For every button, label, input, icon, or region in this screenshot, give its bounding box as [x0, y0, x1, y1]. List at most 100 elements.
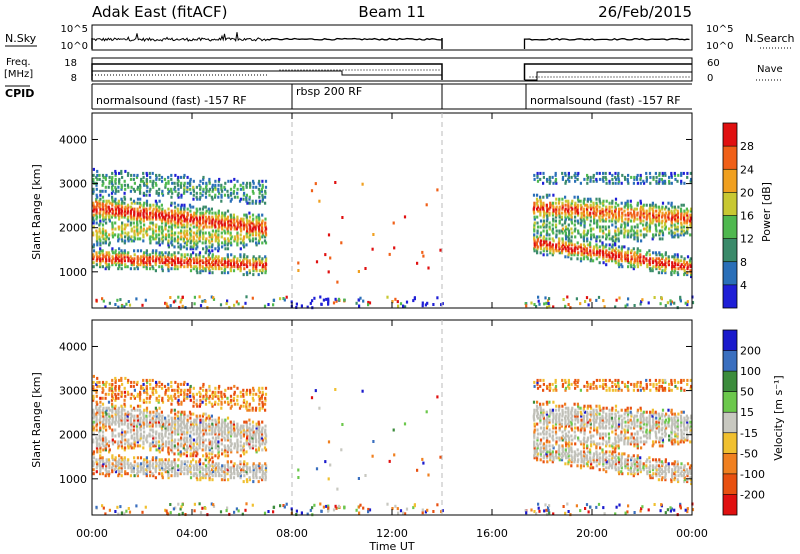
- power-cell: [655, 219, 658, 223]
- velocity-cell: [189, 434, 192, 438]
- power-cell-low: [618, 296, 621, 300]
- velocity-cell: [140, 384, 143, 388]
- velocity-cell: [264, 438, 267, 442]
- power-cell: [614, 181, 617, 185]
- velocity-cell: [245, 402, 248, 406]
- velocity-cell: [120, 418, 123, 422]
- power-cell-low: [412, 299, 415, 303]
- power-cell-low: [337, 297, 341, 301]
- power-cell: [658, 211, 661, 215]
- power-cell: [657, 271, 660, 275]
- velocity-cell: [223, 474, 227, 478]
- velocity-cell: [257, 440, 261, 444]
- power-cell: [195, 231, 198, 235]
- power-cell: [161, 261, 164, 265]
- power-cell-low: [615, 298, 618, 302]
- velocity-cell: [99, 468, 102, 472]
- power-cell: [580, 207, 583, 211]
- power-cell: [586, 231, 589, 235]
- power-cell: [236, 259, 239, 263]
- velocity-cell: [142, 436, 145, 440]
- power-cell: [98, 205, 101, 209]
- power-cell: [198, 219, 201, 223]
- power-cell: [608, 211, 611, 215]
- power-cell: [151, 183, 154, 187]
- power-cell: [558, 199, 561, 203]
- velocity-cell: [192, 386, 195, 390]
- power-cell: [167, 211, 170, 215]
- velocity-cell: [142, 468, 145, 472]
- power-cell: [186, 175, 189, 179]
- velocity-cell: [161, 446, 164, 450]
- power-cell: [136, 229, 139, 233]
- velocity-cell: [167, 418, 170, 422]
- power-cell: [617, 181, 620, 185]
- power-cell: [620, 181, 623, 185]
- power-cell: [132, 263, 135, 267]
- power-cell: [536, 245, 539, 249]
- power-cell: [101, 233, 105, 237]
- power-cell: [95, 239, 99, 243]
- power-cell: [102, 205, 105, 209]
- power-cell: [567, 211, 570, 215]
- velocity-cell: [235, 468, 239, 472]
- power-cell: [217, 241, 220, 245]
- velocity-cell: [220, 474, 223, 478]
- power-cell: [657, 215, 661, 219]
- power-cell: [682, 171, 685, 175]
- velocity-cell: [211, 430, 214, 434]
- power-cell: [255, 261, 258, 265]
- power-cell: [168, 261, 171, 265]
- power-cell: [183, 219, 186, 223]
- power-cell: [117, 233, 120, 237]
- power-cell: [230, 243, 233, 247]
- power-cell-low: [633, 304, 636, 307]
- power-cell: [654, 233, 657, 237]
- velocity-cell: [199, 424, 202, 428]
- power-cell: [248, 211, 251, 215]
- velocity-cell: [158, 458, 161, 462]
- power-cell: [158, 255, 161, 259]
- velocity-cell: [161, 466, 164, 470]
- power-cell: [198, 197, 201, 201]
- velocity-cell: [245, 478, 248, 482]
- power-cell-sparse: [334, 181, 337, 184]
- velocity-cell: [99, 414, 102, 418]
- velocity-cell: [185, 438, 188, 442]
- power-cell: [539, 195, 542, 199]
- velocity-cell: [242, 424, 245, 428]
- power-cell: [645, 223, 648, 227]
- power-cell: [223, 271, 226, 275]
- power-cell: [171, 181, 174, 185]
- power-cell: [614, 261, 617, 265]
- power-cell: [252, 225, 255, 229]
- power-cell: [99, 213, 102, 217]
- velocity-cell: [105, 470, 108, 474]
- power-cell: [210, 265, 213, 269]
- power-cell: [664, 213, 667, 217]
- velocity-cell: [183, 414, 186, 418]
- power-cell: [242, 243, 245, 247]
- power-cell: [596, 235, 599, 239]
- power-cell: [108, 257, 111, 261]
- velocity-cell: [196, 448, 199, 452]
- velocity-cell: [217, 394, 220, 398]
- freq-trace-b: [523, 63, 692, 80]
- velocity-cell: [130, 414, 133, 418]
- velocity-cell: [167, 436, 170, 440]
- power-cell: [117, 237, 120, 241]
- power-cell: [180, 235, 183, 239]
- power-cell: [190, 265, 193, 269]
- power-cell: [174, 257, 177, 261]
- power-cell: [651, 207, 654, 211]
- power-cell: [127, 231, 130, 235]
- velocity-cell: [248, 476, 251, 480]
- power-cell: [99, 239, 102, 243]
- power-cell: [604, 251, 607, 255]
- power-cell: [579, 233, 582, 237]
- power-cell: [592, 203, 595, 207]
- power-cell: [614, 229, 617, 233]
- velocity-cell: [174, 418, 177, 422]
- power-cell: [680, 231, 683, 235]
- velocity-cell: [245, 432, 248, 436]
